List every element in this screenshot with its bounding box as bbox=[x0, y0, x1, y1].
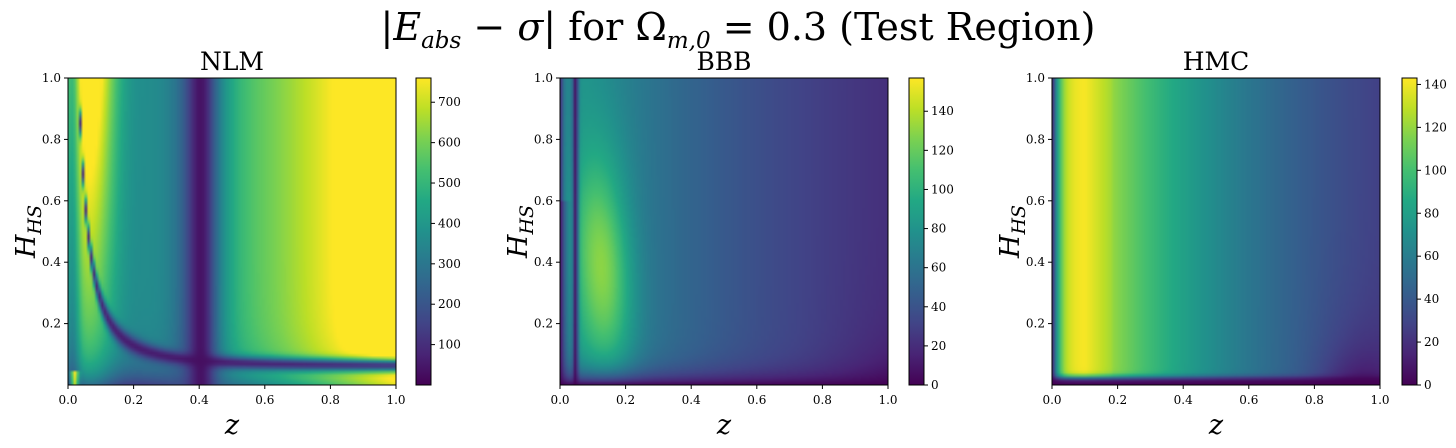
y-tick-label: 0.4 bbox=[1026, 255, 1045, 269]
figure-suptitle: |Eabs − σ| for Ωm,0 = 0.3 (Test Region) bbox=[381, 5, 1096, 54]
y-tick-label: 0.4 bbox=[42, 255, 61, 269]
panel-title: HMC bbox=[1183, 47, 1250, 76]
colorbar-tick-label: 60 bbox=[931, 261, 946, 275]
y-tick-label: 0.6 bbox=[534, 194, 553, 208]
colorbar-tick-label: 500 bbox=[438, 176, 461, 190]
x-tick-label: 0.4 bbox=[1174, 393, 1193, 407]
x-tick-label: 0.0 bbox=[550, 393, 569, 407]
colorbar-tick-label: 400 bbox=[438, 216, 461, 230]
colorbar-tick-label: 120 bbox=[931, 143, 954, 157]
x-tick-label: 0.4 bbox=[190, 393, 209, 407]
panel-hmc: HMC 0.0 0.2 0.4 0.6 0.8 1.0 0.2 0.4 0.6 0.8 1.0 z HHS… bbox=[995, 47, 1447, 441]
x-axis-label: z bbox=[224, 410, 240, 441]
heatmap-image bbox=[1052, 78, 1380, 385]
y-axis-label: HHS bbox=[11, 205, 46, 259]
heatmap-image bbox=[68, 78, 396, 385]
colorbar bbox=[908, 77, 925, 386]
x-tick-label: 1.0 bbox=[1370, 393, 1389, 407]
colorbar-tick-label: 140 bbox=[931, 104, 954, 118]
x-tick-label: 0.0 bbox=[58, 393, 77, 407]
colorbar-tick-label: 20 bbox=[1424, 335, 1439, 349]
colorbar-tick-label: 140 bbox=[1424, 77, 1447, 91]
colorbar-tick-label: 80 bbox=[1424, 206, 1439, 220]
axes-frame bbox=[559, 77, 889, 386]
y-tick-label: 0.6 bbox=[42, 194, 61, 208]
axes-frame bbox=[1051, 77, 1381, 386]
x-tick-label: 0.6 bbox=[255, 393, 274, 407]
y-tick-label: 0.4 bbox=[534, 255, 553, 269]
colorbar-tick-label: 100 bbox=[931, 182, 954, 196]
x-axis-label: z bbox=[1208, 410, 1224, 441]
panel-title: NLM bbox=[200, 47, 264, 76]
colorbar-tick-label: 100 bbox=[1424, 163, 1447, 177]
panel-bbb: BBB 0.0 0.2 0.4 0.6 0.8 1.0 0.2 0.4 0.6 0.8 1.0 z HHS… bbox=[503, 47, 954, 441]
x-axis-label: z bbox=[716, 410, 732, 441]
colorbar-tick-label: 0 bbox=[1424, 378, 1432, 392]
x-tick-label: 0.6 bbox=[1239, 393, 1258, 407]
y-axis-label: HHS bbox=[503, 205, 538, 259]
panel-title: BBB bbox=[696, 47, 751, 76]
colorbar-tick-label: 80 bbox=[931, 222, 946, 236]
y-tick-label: 1.0 bbox=[1026, 71, 1045, 85]
x-tick-label: 0.8 bbox=[321, 393, 340, 407]
y-tick-label: 0.8 bbox=[1026, 132, 1045, 146]
colorbar-tick-label: 600 bbox=[438, 136, 461, 150]
colorbar-tick-label: 60 bbox=[1424, 249, 1439, 263]
colorbar-tick-label: 40 bbox=[1424, 292, 1439, 306]
axes-frame bbox=[67, 77, 397, 386]
x-tick-label: 1.0 bbox=[878, 393, 897, 407]
colorbar bbox=[415, 77, 432, 386]
x-tick-label: 0.8 bbox=[813, 393, 832, 407]
y-tick-label: 0.8 bbox=[534, 132, 553, 146]
x-tick-label: 0.4 bbox=[682, 393, 701, 407]
colorbar-tick-label: 100 bbox=[438, 338, 461, 352]
colorbar-tick-label: 0 bbox=[931, 378, 939, 392]
panel-nlm: NLM 0.0 0.2 0.4 0.6 0.8 1.0 0.2 0.4 0.6 0.8 1.0 z HHS… bbox=[11, 47, 461, 441]
colorbar-tick-label: 120 bbox=[1424, 120, 1447, 134]
x-tick-label: 0.2 bbox=[1108, 393, 1127, 407]
x-tick-label: 0.0 bbox=[1042, 393, 1061, 407]
colorbar-tick-label: 40 bbox=[931, 300, 946, 314]
heatmap-image bbox=[560, 78, 888, 385]
y-tick-label: 0.2 bbox=[534, 317, 553, 331]
x-tick-label: 1.0 bbox=[386, 393, 405, 407]
colorbar-tick-label: 200 bbox=[438, 297, 461, 311]
y-tick-label: 0.6 bbox=[1026, 194, 1045, 208]
x-tick-label: 0.8 bbox=[1305, 393, 1324, 407]
y-axis-label: HHS bbox=[995, 205, 1030, 259]
y-tick-label: 0.8 bbox=[42, 132, 61, 146]
x-tick-label: 0.2 bbox=[616, 393, 635, 407]
colorbar bbox=[1401, 77, 1418, 386]
colorbar-tick-label: 700 bbox=[438, 95, 461, 109]
y-tick-label: 1.0 bbox=[534, 71, 553, 85]
colorbar-tick-label: 300 bbox=[438, 257, 461, 271]
x-tick-label: 0.6 bbox=[747, 393, 766, 407]
colorbar-tick-label: 20 bbox=[931, 339, 946, 353]
y-tick-label: 0.2 bbox=[42, 317, 61, 331]
x-tick-label: 0.2 bbox=[124, 393, 143, 407]
y-tick-label: 0.2 bbox=[1026, 317, 1045, 331]
y-tick-label: 1.0 bbox=[42, 71, 61, 85]
